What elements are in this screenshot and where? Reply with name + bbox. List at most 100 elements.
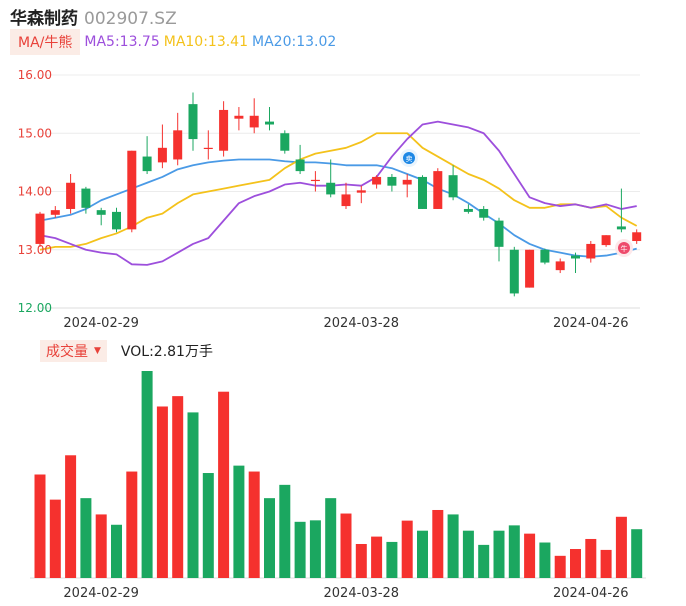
candle (310, 171, 320, 192)
candle-body (571, 255, 580, 259)
candle-body (310, 179, 320, 182)
sell-badge-label: 卖 (406, 155, 413, 163)
date-axis: 2024-02-29 2024-03-28 2024-04-26 (63, 316, 628, 331)
volume-bar (493, 530, 505, 578)
ma10-label: MA10:13.41 (163, 34, 249, 50)
candle-body (356, 190, 366, 193)
volume-bar (539, 542, 551, 578)
volume-bar (49, 499, 61, 578)
candle-body (35, 213, 45, 244)
candle (157, 124, 167, 169)
volume-bar (355, 543, 367, 578)
candle-body (601, 235, 611, 246)
candle (372, 175, 382, 189)
candle-body (433, 171, 443, 209)
volume-bar (95, 514, 107, 578)
stock-header: 华森制药 002907.SZ (10, 4, 177, 29)
candle (249, 98, 259, 134)
price-tick-label: 15.00 (18, 126, 52, 140)
volume-bar (478, 544, 490, 578)
candle-body (280, 133, 290, 151)
ma20-label: MA20:13.02 (252, 34, 337, 50)
candle-body (219, 109, 229, 151)
candle (96, 207, 106, 226)
candle (571, 252, 580, 274)
candle (295, 144, 305, 175)
candle (555, 258, 565, 274)
ma-lines (39, 120, 638, 266)
volume-bar (462, 530, 474, 578)
volume-bar (172, 396, 184, 578)
volume-date-tick-label: 2024-02-29 (63, 586, 139, 601)
candle-body (387, 176, 397, 186)
candle-body (525, 249, 535, 288)
volume-bar (264, 498, 275, 578)
candle-body (50, 210, 60, 215)
candle (540, 248, 550, 265)
volume-bar (631, 529, 643, 578)
candle-body (265, 121, 274, 125)
candle-body (173, 130, 183, 160)
candle (402, 174, 412, 198)
candle (418, 175, 427, 209)
ma5-line (39, 120, 637, 266)
candle (356, 185, 366, 204)
volume-bar (371, 536, 383, 578)
candle (509, 246, 519, 297)
candle (448, 165, 458, 201)
volume-bar (554, 555, 566, 578)
candle-body (326, 182, 336, 195)
volume-bar (111, 524, 122, 578)
price-tick-label: 16.00 (18, 68, 52, 82)
candle-body (341, 194, 351, 207)
candle-body (142, 156, 152, 172)
candle-body (234, 115, 244, 119)
volume-bar (156, 406, 168, 578)
volume-bar (309, 520, 321, 578)
candlesticks (35, 92, 642, 297)
volume-bar (585, 538, 597, 578)
ma10-line (39, 132, 638, 251)
volume-bar (141, 371, 153, 578)
candle-body (509, 249, 519, 294)
candle-body (188, 104, 198, 140)
candle (601, 235, 611, 247)
candle (463, 204, 473, 214)
volume-bars (30, 371, 646, 579)
candle (203, 130, 213, 160)
candle (66, 174, 76, 214)
volume-indicator-selector[interactable]: 成交量 ▼ (40, 340, 107, 362)
candle (326, 159, 336, 198)
volume-bar (325, 498, 337, 578)
candle-body (479, 208, 489, 218)
candle (219, 101, 229, 157)
candle-body (66, 182, 76, 209)
volume-date-tick-label: 2024-03-28 (324, 586, 400, 601)
signal-badges: 卖 牛 (400, 149, 633, 257)
volume-date-tick-label: 2024-04-26 (553, 586, 629, 601)
candle (112, 207, 121, 233)
stock-code: 002907.SZ (84, 9, 177, 29)
bull-badge-icon[interactable] (618, 242, 630, 254)
candle (586, 241, 596, 263)
volume-bar (218, 391, 230, 578)
volume-bar (279, 484, 291, 578)
volume-bar (202, 473, 214, 578)
volume-bar (417, 530, 428, 578)
volume-bar (432, 509, 444, 578)
volume-tag-label: 成交量 (46, 344, 88, 360)
ma20-line (39, 158, 637, 258)
candle (188, 92, 198, 151)
candle-body (402, 179, 412, 185)
volume-bar (401, 520, 413, 578)
sell-badge-icon[interactable] (403, 152, 415, 164)
candle-body (127, 150, 137, 230)
candle-body (295, 159, 305, 172)
candle (387, 174, 397, 192)
candle-body (448, 175, 458, 198)
volume-bar (187, 412, 199, 578)
ma-indicator-selector[interactable]: MA/牛熊 (10, 29, 81, 55)
candle (341, 182, 351, 209)
candle (127, 150, 137, 233)
